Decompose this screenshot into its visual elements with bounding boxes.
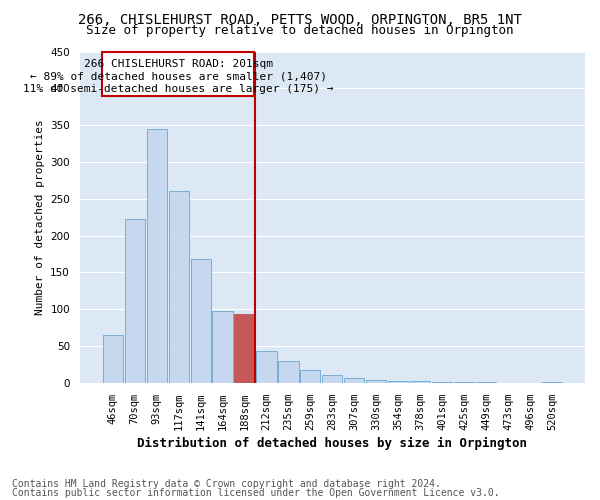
Text: Contains HM Land Registry data © Crown copyright and database right 2024.: Contains HM Land Registry data © Crown c…	[12, 479, 441, 489]
Bar	[410, 382, 430, 383]
Bar	[366, 380, 386, 383]
Bar	[454, 382, 474, 383]
X-axis label: Distribution of detached houses by size in Orpington: Distribution of detached houses by size …	[137, 437, 527, 450]
Bar	[212, 310, 233, 383]
Bar	[322, 376, 343, 383]
Bar	[169, 192, 189, 383]
Bar	[432, 382, 452, 383]
Bar	[256, 351, 277, 383]
Text: ← 89% of detached houses are smaller (1,407): ← 89% of detached houses are smaller (1,…	[29, 72, 326, 82]
Y-axis label: Number of detached properties: Number of detached properties	[35, 120, 44, 315]
Bar	[125, 220, 145, 383]
Bar	[146, 129, 167, 383]
Bar	[300, 370, 320, 383]
Bar	[344, 378, 364, 383]
Text: Contains public sector information licensed under the Open Government Licence v3: Contains public sector information licen…	[12, 488, 500, 498]
Bar	[278, 360, 299, 383]
Bar	[542, 382, 562, 383]
Bar	[235, 314, 254, 383]
Bar	[476, 382, 496, 383]
Bar	[103, 335, 123, 383]
Text: Size of property relative to detached houses in Orpington: Size of property relative to detached ho…	[86, 24, 514, 37]
Text: 266 CHISLEHURST ROAD: 201sqm: 266 CHISLEHURST ROAD: 201sqm	[83, 59, 272, 69]
Bar	[388, 380, 409, 383]
Text: 11% of semi-detached houses are larger (175) →: 11% of semi-detached houses are larger (…	[23, 84, 334, 94]
Text: 266, CHISLEHURST ROAD, PETTS WOOD, ORPINGTON, BR5 1NT: 266, CHISLEHURST ROAD, PETTS WOOD, ORPIN…	[78, 12, 522, 26]
FancyBboxPatch shape	[102, 52, 254, 96]
Bar	[191, 259, 211, 383]
